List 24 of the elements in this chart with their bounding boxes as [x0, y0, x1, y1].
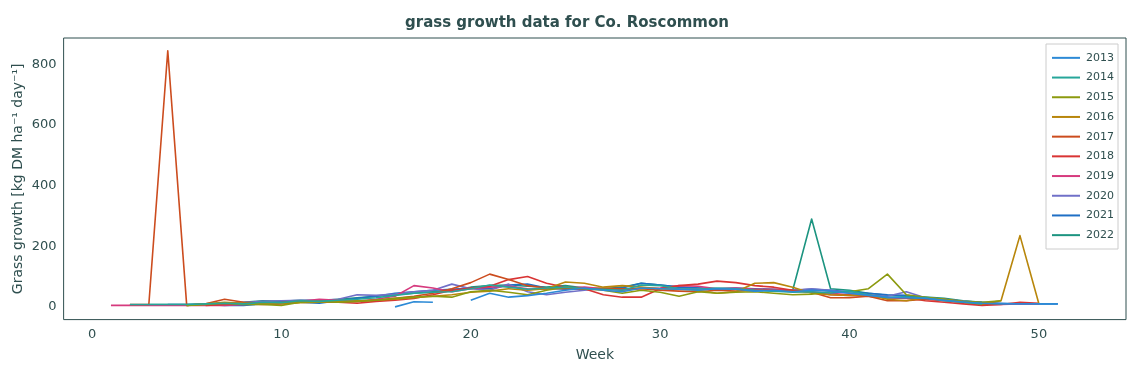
legend-label: 2013 [1086, 50, 1114, 64]
legend-label: 2016 [1086, 109, 1114, 123]
x-axis-title: Week [575, 346, 615, 363]
x-tick-label: 40 [841, 325, 858, 341]
legend-label: 2014 [1086, 70, 1114, 84]
y-tick-label: 400 [31, 177, 57, 192]
y-tick-label: 800 [31, 55, 57, 71]
x-tick-label: 0 [87, 325, 97, 341]
y-axis-title: Grass growth [kg DM ha⁻¹ day⁻¹] [9, 63, 26, 295]
legend-label: 2022 [1086, 228, 1114, 242]
y-tick-label: 0 [48, 298, 57, 314]
legend-label: 2019 [1086, 168, 1114, 182]
x-tick-label: 10 [273, 325, 290, 341]
y-tick-label: 600 [31, 116, 57, 132]
chart-title: grass growth data for Co. Roscommon [405, 12, 729, 31]
legend-label: 2020 [1086, 188, 1114, 202]
x-tick-label: 20 [462, 325, 480, 341]
x-tick-label: 50 [1030, 325, 1048, 341]
x-tick-label: 30 [651, 325, 669, 341]
y-tick-label: 200 [31, 237, 57, 253]
legend-label: 2021 [1086, 208, 1114, 222]
legend-label: 2017 [1086, 129, 1114, 143]
legend-label: 2018 [1086, 149, 1114, 163]
legend-label: 2015 [1086, 90, 1114, 104]
